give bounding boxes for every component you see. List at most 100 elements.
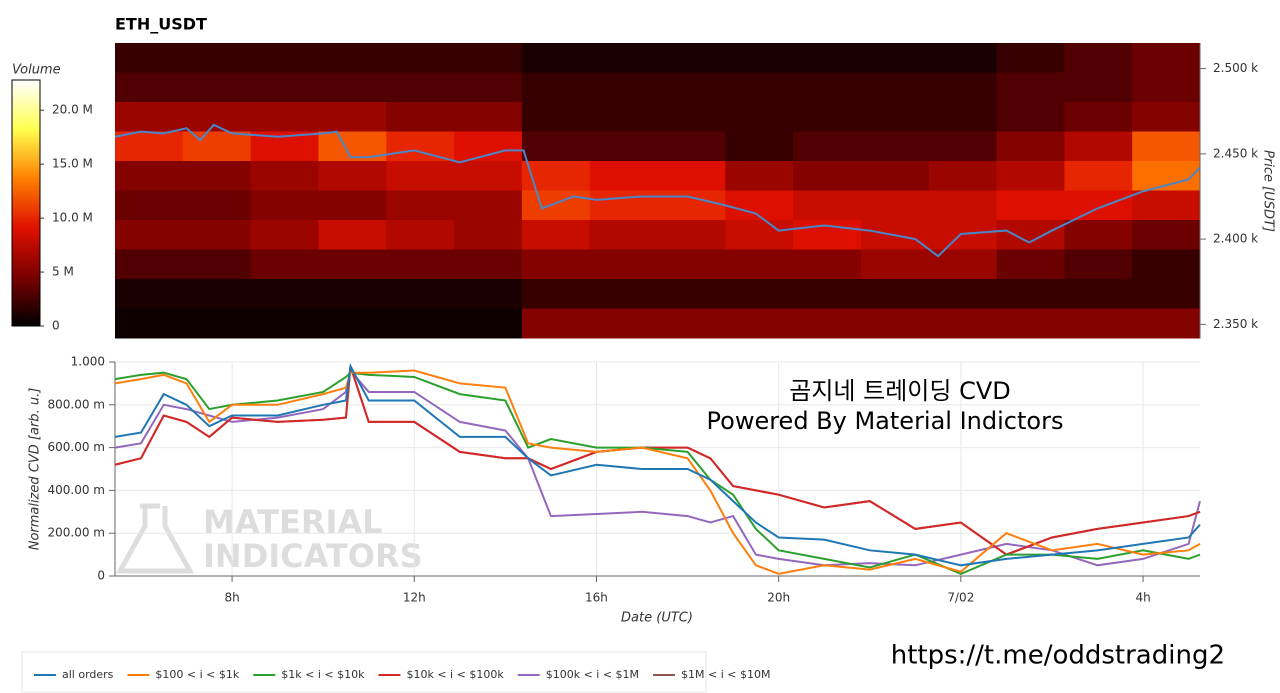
heatmap-cell: [250, 249, 319, 280]
heatmap-cell: [521, 249, 591, 280]
footer-link: https://t.me/oddstrading2: [891, 641, 1225, 671]
heatmap-cell: [657, 161, 726, 191]
heatmap-cell: [996, 43, 1065, 73]
heatmap-cell: [1064, 43, 1133, 73]
heatmap-cell: [318, 102, 387, 132]
heatmap-cell: [318, 249, 387, 280]
legend-label: $100 < i < $1k: [155, 668, 239, 681]
heatmap-cell: [793, 161, 862, 191]
heatmap-cell: [996, 220, 1065, 250]
heatmap-cell: [115, 102, 184, 132]
heatmap-cell: [1064, 308, 1133, 339]
heatmap-cell: [793, 102, 862, 132]
heatmap-cell: [1132, 72, 1201, 103]
heatmap-cell: [115, 220, 184, 250]
heatmap-cell: [589, 161, 658, 191]
heatmap-cell: [1064, 102, 1133, 132]
heatmap-cell: [1132, 308, 1201, 339]
heatmap-cell: [1132, 249, 1201, 280]
heatmap-cell: [182, 279, 252, 309]
heatmap-cell: [386, 249, 455, 280]
y-tick-label: 200.00 m: [48, 526, 106, 540]
y-tick-label: 1.000: [71, 355, 105, 369]
legend-label: $1M < i < $10M: [681, 668, 770, 681]
heatmap-cell: [657, 72, 726, 103]
heatmap-cell: [521, 190, 591, 221]
heatmap-cell: [318, 43, 387, 73]
y-tick-label: 2.450 k: [1213, 146, 1258, 160]
heatmap-cell: [386, 279, 455, 309]
heatmap-cell: [454, 308, 523, 339]
colorbar-label: Volume: [12, 63, 61, 78]
heatmap-cell: [725, 72, 794, 103]
heatmap-cell: [115, 308, 184, 339]
heatmap-cell: [996, 131, 1065, 162]
heatmap-cell: [521, 161, 591, 191]
heatmap-cell: [860, 279, 930, 309]
heatmap-cell: [454, 72, 523, 103]
legend-label: all orders: [62, 668, 114, 681]
heatmap-cell: [793, 72, 862, 103]
heatmap-cell: [1064, 72, 1133, 103]
heatmap-cell: [521, 220, 591, 250]
heatmap-cell: [386, 190, 455, 221]
heatmap-cell: [182, 190, 252, 221]
heatmap-cell: [454, 279, 523, 309]
heatmap-cell: [1132, 161, 1201, 191]
colorbar-tick-label: 10.0 M: [52, 211, 93, 225]
heatmap-cell: [725, 43, 794, 73]
heatmap-cell: [454, 131, 523, 162]
heatmap-cell: [250, 279, 319, 309]
legend-label: $1k < i < $10k: [281, 668, 365, 681]
heatmap-cell: [725, 220, 794, 250]
heatmap-cell: [1064, 279, 1133, 309]
heatmap-cell: [657, 279, 726, 309]
heatmap-cell: [386, 161, 455, 191]
heatmap-cell: [860, 131, 930, 162]
heatmap-cell: [793, 220, 862, 250]
heatmap-cell: [928, 279, 998, 309]
heatmap-cell: [1132, 220, 1201, 250]
heatmap-cell: [589, 220, 658, 250]
heatmap-cell: [657, 43, 726, 73]
colorbar-tick-label: 20.0 M: [52, 103, 93, 117]
heatmap-cell: [521, 131, 591, 162]
heatmap-cell: [793, 308, 862, 339]
heatmap-cell: [860, 249, 930, 280]
watermark-icon: [115, 503, 195, 574]
heatmap-cell: [1064, 161, 1133, 191]
heatmap-cell: [589, 279, 658, 309]
heatmap-cell: [182, 249, 252, 280]
heatmap-cell: [182, 220, 252, 250]
heatmap-cell: [860, 43, 930, 73]
heatmap-cell: [589, 249, 658, 280]
heatmap-cell: [928, 161, 998, 191]
watermark-text: INDICATORS: [203, 537, 423, 575]
y-axis-label: Normalized CVD [arb. u.]: [28, 388, 43, 551]
heatmap-cell: [386, 220, 455, 250]
heatmap-cell: [318, 220, 387, 250]
heatmap-cell: [725, 249, 794, 280]
heatmap-cell: [1132, 131, 1201, 162]
heatmap-cell: [250, 72, 319, 103]
heatmap-cell: [793, 43, 862, 73]
y-tick-label: 2.350 k: [1213, 317, 1258, 331]
heatmap-cell: [589, 72, 658, 103]
heatmap-cell: [589, 308, 658, 339]
x-tick-label: 4h: [1135, 591, 1150, 605]
heatmap-cell: [1064, 190, 1133, 221]
x-axis-label: Date (UTC): [621, 611, 693, 626]
heatmap-cell: [860, 308, 930, 339]
heatmap-cell: [521, 279, 591, 309]
heatmap-cell: [657, 308, 726, 339]
legend-box: [21, 651, 707, 693]
heatmap-cell: [454, 220, 523, 250]
heatmap-cell: [725, 161, 794, 191]
heatmap-cell: [115, 72, 184, 103]
heatmap-cell: [454, 249, 523, 280]
x-tick-label: 8h: [224, 591, 239, 605]
heatmap-cell: [182, 43, 252, 73]
x-tick-label: 7/02: [947, 591, 974, 605]
